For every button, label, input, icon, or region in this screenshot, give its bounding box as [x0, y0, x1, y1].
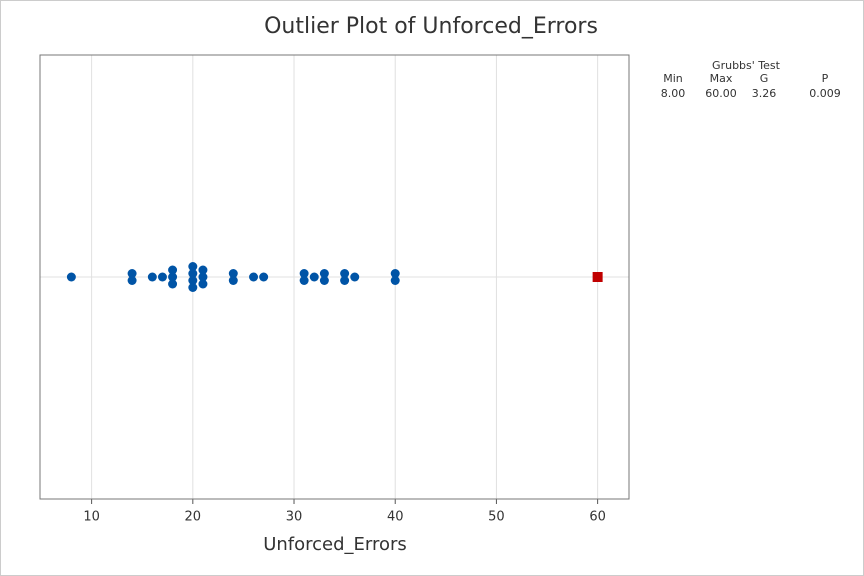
dot — [188, 276, 198, 285]
dot — [157, 272, 167, 282]
dot — [168, 265, 178, 275]
x-axis-label: Unforced_Errors — [263, 534, 407, 555]
outlier — [592, 272, 603, 282]
dot — [127, 269, 137, 278]
dot — [249, 272, 259, 282]
x-tick-label: 10 — [83, 510, 100, 525]
dot — [168, 279, 178, 289]
dot — [340, 269, 350, 278]
dot — [390, 276, 400, 285]
dot — [350, 272, 360, 282]
dot — [66, 272, 76, 282]
plot-frame — [39, 54, 630, 500]
dot — [147, 272, 157, 282]
x-tick-label: 20 — [185, 510, 202, 525]
dot — [309, 272, 319, 282]
dot — [228, 269, 238, 278]
dot — [188, 283, 198, 292]
dot — [127, 276, 137, 285]
dot — [299, 269, 309, 278]
dot — [299, 276, 309, 285]
stats-value: 0.009 — [809, 87, 841, 100]
dot — [390, 269, 400, 278]
stats-header: P — [822, 72, 829, 85]
dot — [188, 269, 198, 278]
dot — [319, 269, 329, 278]
dot — [228, 276, 238, 285]
x-tick-label: 60 — [589, 510, 606, 525]
dot — [168, 272, 178, 282]
dot — [259, 272, 269, 282]
dot — [198, 272, 208, 282]
dot — [340, 276, 350, 285]
stats-title: Grubbs' Test — [712, 59, 781, 72]
stats-header: G — [760, 72, 769, 85]
dot — [319, 276, 329, 285]
dot — [198, 265, 208, 275]
dot — [188, 262, 198, 271]
x-tick-label: 30 — [286, 510, 303, 525]
stats-header: Max — [710, 72, 733, 85]
stats-value: 60.00 — [705, 87, 737, 100]
stats-value: 8.00 — [661, 87, 686, 100]
x-tick-label: 40 — [387, 510, 404, 525]
dot — [198, 279, 208, 289]
stats-header: Min — [663, 72, 683, 85]
stats-value: 3.26 — [752, 87, 777, 100]
x-tick-label: 50 — [488, 510, 505, 525]
chart-title: Outlier Plot of Unforced_Errors — [264, 14, 598, 39]
